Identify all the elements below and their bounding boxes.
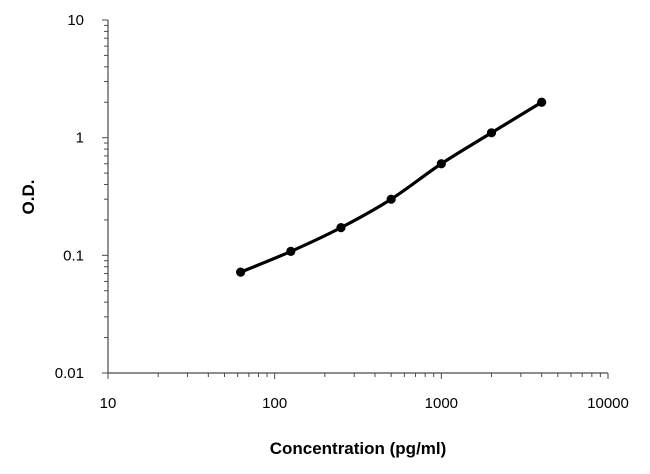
data-point — [286, 246, 296, 257]
x-tick-labels: 10 100 1000 10000 — [100, 395, 629, 412]
data-point — [486, 128, 497, 138]
x-tick-label: 10 — [100, 395, 117, 412]
y-tick-labels: 0.01 0.1 1 10 — [55, 12, 84, 382]
tick-marks — [102, 19, 609, 379]
data-point — [436, 159, 446, 169]
data-point — [386, 194, 396, 204]
series-layer — [236, 97, 547, 277]
y-axis-title: O.D. — [19, 180, 38, 215]
x-tick-label: 1000 — [425, 395, 458, 412]
data-point — [236, 267, 246, 277]
y-tick-label: 0.1 — [63, 247, 84, 264]
data-point — [336, 223, 346, 233]
x-tick-label: 10000 — [587, 395, 629, 412]
y-tick-label: 0.01 — [55, 365, 84, 382]
axes — [107, 20, 608, 374]
y-tick-label: 10 — [67, 12, 84, 29]
y-tick-label: 1 — [76, 130, 84, 147]
x-axis-title: Concentration (pg/ml) — [270, 439, 447, 458]
x-tick-label: 100 — [262, 395, 287, 412]
series-line — [239, 100, 544, 274]
data-point — [537, 97, 547, 107]
